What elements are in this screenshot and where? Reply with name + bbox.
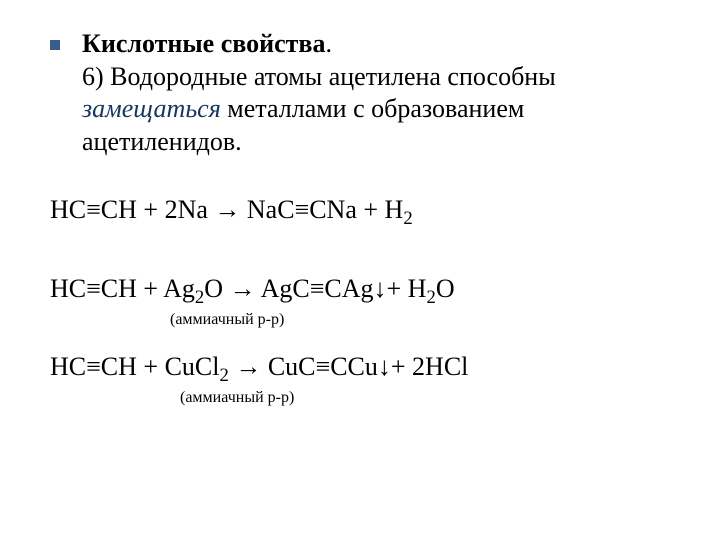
eq3-arrow: → xyxy=(235,352,261,381)
bullet-rect xyxy=(50,40,60,50)
heading-title-suffix: . xyxy=(325,29,332,58)
eq2-left-a: HC≡CH + Ag xyxy=(50,274,195,303)
eq3-left-a: HC≡CH + CuCl xyxy=(50,352,219,381)
paragraph-accent: замещаться xyxy=(82,94,221,123)
slide: Кислотные свойства. 6) Водородные атомы … xyxy=(0,0,720,540)
equation-3-note: (аммиачный р-р) xyxy=(50,389,670,407)
eq2-arrow: → xyxy=(230,274,256,303)
paragraph: 6) Водородные атомы ацетилена способны з… xyxy=(82,61,642,159)
eq2-right-tail: O xyxy=(436,274,455,303)
equation-2: HC≡CH + Ag2O → AgC≡CAg↓+ H2O xyxy=(50,273,670,306)
heading-title: Кислотные свойства. xyxy=(82,28,332,61)
eq3-left-sub: 2 xyxy=(219,365,228,386)
eq1-left: HC≡CH + 2Na xyxy=(50,195,214,224)
eq1-arrow: → xyxy=(214,195,240,224)
paragraph-prefix: 6) Водородные атомы ацетилена способны xyxy=(82,62,556,91)
equation-2-note: (аммиачный р-р) xyxy=(50,311,670,329)
eq2-left-b: O xyxy=(204,274,229,303)
equation-3: HC≡CH + CuCl2 → CuC≡CCu↓+ 2HCl xyxy=(50,351,670,384)
eq1-right-sub: 2 xyxy=(403,208,412,229)
bullet-row: Кислотные свойства. xyxy=(50,28,670,61)
eq2-right: AgC≡CAg↓+ H xyxy=(256,274,427,303)
eq1-right: NaC≡CNa + H xyxy=(240,195,403,224)
equation-1: HC≡CH + 2Na → NaC≡CNa + H2 xyxy=(50,194,670,227)
equations-block: HC≡CH + 2Na → NaC≡CNa + H2 HC≡CH + Ag2O … xyxy=(50,194,670,407)
eq3-right: CuC≡CCu↓+ 2HCl xyxy=(261,352,468,381)
spacer-1 xyxy=(50,233,670,273)
heading-title-text: Кислотные свойства xyxy=(82,29,325,58)
square-bullet-icon xyxy=(50,40,60,50)
eq2-left-sub: 2 xyxy=(195,287,204,308)
eq2-right-sub: 2 xyxy=(426,287,435,308)
